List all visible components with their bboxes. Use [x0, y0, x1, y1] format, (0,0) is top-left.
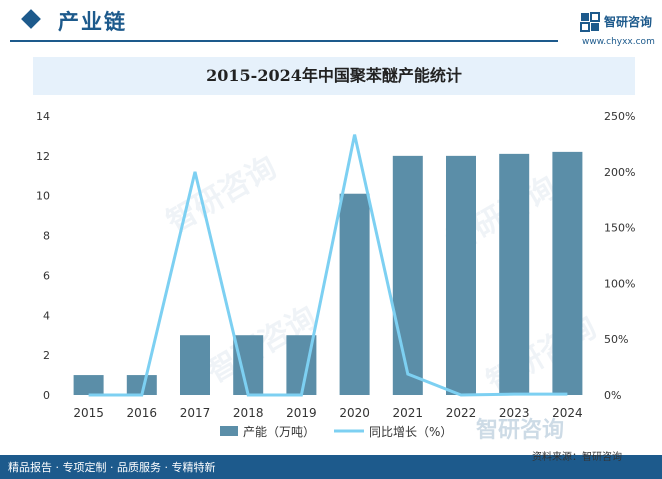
header-divider [10, 40, 558, 42]
y-left-tick-label: 4 [43, 309, 50, 322]
x-tick-label: 2018 [233, 406, 264, 420]
brand-url: www.chyxx.com [582, 37, 655, 47]
bar-2017 [180, 335, 210, 395]
x-tick-label: 2019 [286, 406, 317, 420]
x-tick-label: 2023 [499, 406, 530, 420]
footer-tagline: 精品报告 · 专项定制 · 品质服务 · 专精特新 [8, 461, 216, 474]
brand-logo: 智研咨询 www.chyxx.com [580, 12, 658, 47]
y-left-tick-label: 6 [43, 269, 50, 282]
bar-2018 [233, 335, 264, 395]
y-left-tick-label: 8 [43, 230, 50, 243]
header-title: 产业链 [58, 10, 127, 34]
y-left-tick-label: 10 [36, 190, 50, 203]
bar-2016 [126, 375, 157, 395]
bar-2023 [499, 153, 530, 395]
x-tick-label: 2016 [127, 406, 158, 420]
bar-2020 [339, 193, 370, 395]
y-right-tick-label: 250% [604, 110, 635, 123]
y-right-tick-label: 200% [604, 166, 635, 179]
x-tick-label: 2017 [180, 406, 211, 420]
legend-bar-label: 产能（万吨） [243, 425, 315, 439]
growth-rate-line [88, 134, 568, 397]
y-left-tick-label: 0 [43, 389, 50, 402]
x-tick-label: 2015 [73, 406, 104, 420]
bar-2021 [392, 155, 423, 395]
x-tick-label: 2024 [552, 406, 583, 420]
bar-2022 [446, 155, 476, 395]
footer-bar [0, 455, 662, 479]
x-tick-label: 2022 [446, 406, 477, 420]
brand-name: 智研咨询 [604, 15, 653, 29]
y-right-tick-label: 150% [604, 222, 635, 235]
chart-title-band: 2015-2024年中国聚苯醚产能统计 [33, 57, 635, 95]
chart-title: 2015-2024年中国聚苯醚产能统计 [206, 66, 462, 85]
legend-bar-swatch [220, 426, 238, 436]
y-left-tick-label: 12 [36, 150, 50, 163]
data-source: 资料来源：智研咨询 [532, 452, 622, 463]
bar-2015 [73, 375, 104, 395]
bar-2024 [552, 151, 583, 395]
header: 产业链 智研咨询 www.chyxx.com [0, 0, 662, 47]
y-right-tick-label: 50% [604, 333, 628, 346]
y-left-tick-label: 14 [36, 110, 50, 123]
x-tick-label: 2020 [339, 406, 370, 420]
legend-line-label: 同比增长（%） [369, 425, 452, 439]
chart: 2015 2016 2017 2018 2019 2020 2021 2022 2023 2024… [36, 110, 635, 439]
x-tick-label: 2021 [393, 406, 424, 420]
brand-logo-icon [580, 12, 600, 32]
y-left-tick-label: 2 [43, 349, 50, 362]
y-right-tick-label: 0% [604, 389, 621, 402]
y-right-tick-label: 100% [604, 277, 635, 290]
legend: 产能（万吨） 同比增长（%） [220, 425, 452, 439]
watermark-logo-text: 智研咨询 [476, 418, 565, 443]
